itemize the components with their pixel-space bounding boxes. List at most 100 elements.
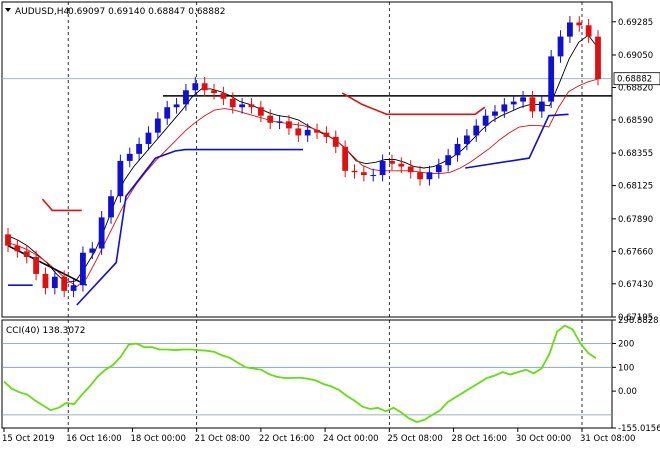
- cci-tick-label: -155.0156: [618, 424, 660, 434]
- candle-body: [192, 83, 199, 91]
- cci-title: CCI(40) 138.3072: [6, 326, 86, 336]
- candle-body: [454, 143, 461, 156]
- candle-body: [154, 118, 161, 133]
- trend-line: [7, 244, 88, 286]
- time-axis: 15 Oct 2019 16 Oct 16:00 18 Oct 00:00 21 Oc…: [2, 428, 635, 444]
- triangle-down-icon[interactable]: [5, 8, 11, 12]
- candle-body: [33, 256, 39, 274]
- candle-body: [173, 104, 180, 108]
- price-axis: 0.69285 0.69050 0.68820 0.68590 0.68355 0.681…: [612, 18, 660, 434]
- candle-body: [595, 36, 601, 79]
- candle-body: [211, 90, 217, 94]
- candle-body: [492, 111, 498, 116]
- y-tick-label: 0.67430: [618, 280, 653, 290]
- candle-body: [276, 121, 283, 123]
- x-tick-label: 18 Oct 00:00: [130, 434, 185, 444]
- last-price-label: 0.68882: [617, 75, 652, 85]
- candle-body: [398, 163, 405, 167]
- candle-body: [42, 273, 49, 289]
- candle-body: [145, 132, 152, 144]
- candle-body: [257, 107, 264, 116]
- candles-layer: [5, 16, 601, 298]
- candle-body: [332, 136, 339, 147]
- candle-body: [585, 25, 592, 37]
- candle-body: [126, 153, 133, 161]
- candle-body: [567, 22, 573, 37]
- cci-tick-label: 0.00: [618, 387, 637, 397]
- cci-tick-label: 100: [618, 363, 634, 373]
- candle-body: [520, 97, 526, 102]
- price-panel-frame: [1, 1, 613, 318]
- candle-body: [510, 101, 517, 105]
- candle-body: [576, 22, 583, 26]
- candle-body: [51, 276, 58, 289]
- candle-body: [89, 248, 96, 253]
- candle-body: [201, 83, 208, 91]
- last-price-marker: [613, 72, 660, 86]
- candle-body: [482, 115, 489, 126]
- candle-body: [248, 104, 255, 108]
- candle-body: [463, 135, 470, 144]
- x-tick-label: 21 Oct 08:00: [195, 434, 250, 444]
- candle-body: [136, 143, 143, 154]
- x-tick-label: 15 Oct 2019: [2, 434, 55, 444]
- candle-body: [23, 251, 30, 257]
- ma-fast-line: [7, 34, 599, 283]
- candle-body: [286, 121, 292, 129]
- candle-body: [229, 98, 236, 108]
- x-tick-label: 28 Oct 16:00: [452, 434, 507, 444]
- cci-tick-label: 298.8828: [618, 316, 659, 326]
- candle-body: [342, 146, 349, 171]
- ma-slow-line: [7, 78, 599, 288]
- candle-body: [417, 172, 423, 180]
- y-tick-label: 0.68355: [618, 149, 653, 159]
- cci-tick-label: 200: [618, 340, 634, 350]
- x-tick-label: 30 Oct 00:00: [516, 434, 571, 444]
- candle-body: [538, 101, 545, 112]
- candle-body: [351, 170, 358, 173]
- overlay-lines: [7, 34, 612, 306]
- y-tick-label: 0.67660: [618, 247, 653, 257]
- candle-body: [360, 172, 367, 176]
- candle-body: [501, 104, 508, 112]
- cci-layer: [2, 324, 612, 423]
- candle-body: [557, 36, 564, 57]
- candle-body: [473, 125, 480, 136]
- candle-body: [323, 132, 330, 137]
- candle-body: [407, 166, 414, 173]
- red-step-line: [41, 92, 486, 212]
- symbol-label: AUDUSD,H4: [15, 7, 70, 17]
- cci-panel-frame: [1, 319, 613, 429]
- candle-body: [304, 129, 311, 136]
- blue-step-line: [8, 113, 569, 306]
- grid-layer: [2, 2, 612, 428]
- y-tick-label: 0.67890: [618, 215, 653, 225]
- y-tick-label: 0.69285: [618, 18, 653, 28]
- y-tick-label: 0.68125: [618, 182, 653, 192]
- candle-body: [14, 245, 21, 252]
- y-tick-label: 0.68590: [618, 116, 653, 126]
- candle-body: [98, 217, 105, 249]
- candle-body: [295, 128, 302, 136]
- candle-body: [267, 115, 274, 123]
- candle-body: [426, 172, 433, 180]
- candle-body: [183, 90, 189, 105]
- candle-body: [5, 234, 11, 246]
- candle-body: [70, 285, 77, 291]
- candle-body: [220, 93, 227, 99]
- candle-body: [117, 160, 124, 197]
- candle-body: [389, 160, 395, 164]
- candle-body: [61, 276, 68, 291]
- x-tick-label: 25 Oct 08:00: [387, 434, 442, 444]
- candle-body: [164, 107, 171, 119]
- candle-body: [314, 129, 320, 133]
- candle-body: [80, 252, 86, 286]
- x-tick-label: 16 Oct 16:00: [66, 434, 121, 444]
- candle-body: [445, 155, 452, 166]
- y-tick-label: 0.67195: [618, 313, 653, 323]
- candle-body: [529, 97, 536, 112]
- candle-body: [548, 56, 555, 102]
- x-tick-label: 24 Oct 00:00: [323, 434, 378, 444]
- chart-header[interactable]: AUDUSD,H4 0.69097 0.69140 0.68847 0.6888…: [5, 7, 225, 17]
